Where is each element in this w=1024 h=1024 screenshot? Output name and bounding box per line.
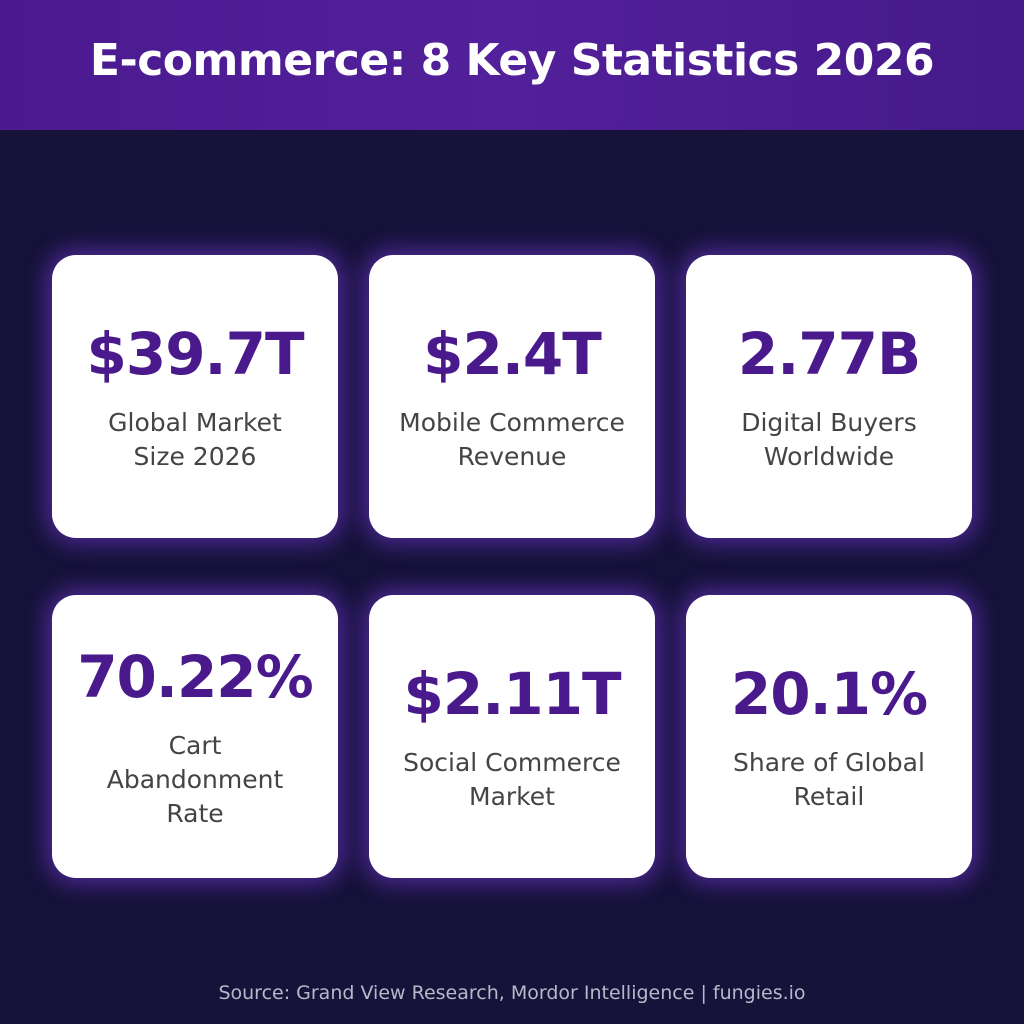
stat-value: $39.7T (86, 319, 304, 388)
title: E-commerce: 8 Key Statistics 2026 (89, 34, 935, 86)
stat-label: Digital Buyers Worldwide (741, 406, 917, 474)
stat-card: 70.22% Cart Abandonment Rate (52, 595, 338, 878)
stat-label-line: Cart (168, 730, 222, 760)
stat-value: $2.4T (423, 319, 602, 388)
stat-label-line: Mobile Commerce (399, 407, 625, 437)
stat-value: $2.11T (403, 659, 621, 728)
stat-label: Share of Global Retail (733, 746, 925, 814)
stat-label-line: Market (469, 781, 555, 811)
header: E-commerce: 8 Key Statistics 2026 (0, 0, 1024, 130)
stat-card: $2.4T Mobile Commerce Revenue (369, 255, 655, 538)
stat-label-line: Retail (793, 781, 865, 811)
stat-label: Mobile Commerce Revenue (399, 406, 625, 474)
stat-label: Global Market Size 2026 (108, 406, 282, 474)
stat-label-line: Abandonment (106, 764, 284, 794)
stat-label-line: Share of Global (733, 747, 925, 777)
source-note: Source: Grand View Research, Mordor Inte… (218, 982, 806, 1004)
stat-label: Social Commerce Market (403, 746, 621, 814)
stat-label-line: Digital Buyers (741, 407, 917, 437)
stat-card: 2.77B Digital Buyers Worldwide (686, 255, 972, 538)
stat-value: 70.22% (77, 642, 314, 711)
stat-card: $39.7T Global Market Size 2026 (52, 255, 338, 538)
stat-label-line: Social Commerce (403, 747, 621, 777)
stat-value: 2.77B (737, 319, 921, 388)
stat-label-line: Rate (166, 798, 224, 828)
stat-label: Cart Abandonment Rate (107, 729, 284, 831)
stat-value: 20.1% (730, 659, 928, 728)
stat-label-line: Size 2026 (133, 441, 257, 471)
stat-label-line: Worldwide (763, 441, 895, 471)
stat-card: $2.11T Social Commerce Market (369, 595, 655, 878)
stat-card: 20.1% Share of Global Retail (686, 595, 972, 878)
stat-label-line: Global Market (108, 407, 282, 437)
stat-label-line: Revenue (457, 441, 567, 471)
